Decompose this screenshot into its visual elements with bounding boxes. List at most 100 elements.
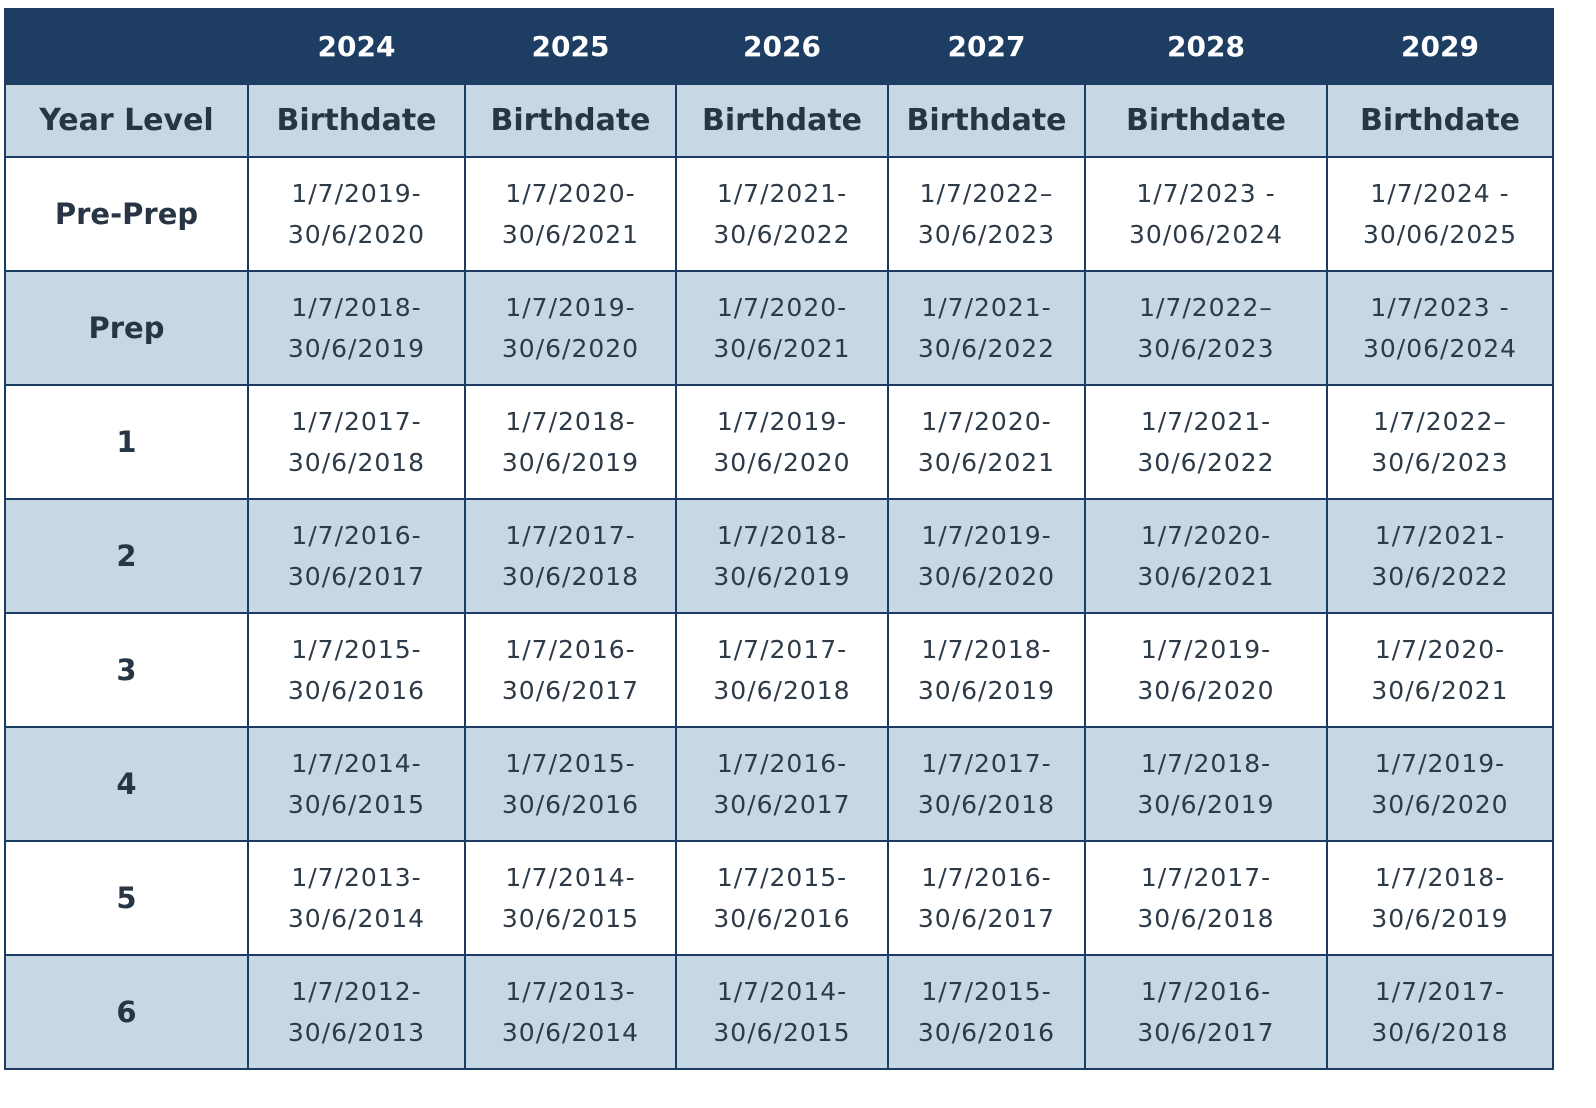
table-row: 3 1/7/2015- 30/6/2016 1/7/2016- 30/6/2017 1/7…: [4, 612, 1554, 728]
birthdate-range-cell: 1/7/2018- 30/6/2019: [464, 384, 677, 500]
range-start: 1/7/2019-: [716, 407, 848, 436]
birthdate-range-cell: 1/7/2014- 30/6/2015: [247, 726, 466, 842]
year-header-2027: 2027: [887, 8, 1086, 85]
birthdate-table: 2024 2025 2026 2027 2028 2029 Year Level…: [4, 8, 1554, 1070]
birthdate-range-cell: 1/7/2016- 30/6/2017: [1084, 954, 1328, 1070]
range-end: 30/6/2020: [713, 448, 851, 477]
year-level-cell: Prep: [4, 270, 249, 386]
range-end: 30/6/2016: [287, 676, 426, 705]
range-start: 1/7/2022–: [1373, 407, 1507, 436]
range-end: 30/06/2024: [1362, 334, 1518, 363]
birthdate-range-cell: 1/7/2019- 30/6/2020: [1084, 612, 1328, 728]
range-end: 30/6/2017: [501, 676, 640, 705]
birthdate-range-cell: 1/7/2023 - 30/06/2024: [1084, 156, 1328, 272]
birthdate-range-cell: 1/7/2014- 30/6/2015: [464, 840, 677, 956]
birthdate-range-cell: 1/7/2019- 30/6/2020: [247, 156, 466, 272]
birthdate-range-cell: 1/7/2013- 30/6/2014: [464, 954, 677, 1070]
range-start: 1/7/2015-: [716, 863, 848, 892]
range-end: 30/6/2023: [1371, 448, 1509, 477]
range-start: 1/7/2017-: [505, 521, 636, 550]
range-end: 30/6/2017: [917, 904, 1056, 933]
year-header-2024: 2024: [247, 8, 466, 85]
range-start: 1/7/2021-: [921, 293, 1052, 322]
birthdate-range-cell: 1/7/2020- 30/6/2021: [464, 156, 677, 272]
birthdate-range-cell: 1/7/2021- 30/6/2022: [1084, 384, 1328, 500]
range-start: 1/7/2020-: [1374, 635, 1506, 664]
range-end: 30/6/2013: [287, 1018, 426, 1047]
birthdate-range-cell: 1/7/2017- 30/6/2018: [1084, 840, 1328, 956]
birthdate-range-cell: 1/7/2020- 30/6/2021: [1084, 498, 1328, 614]
range-start: 1/7/2016-: [716, 749, 848, 778]
range-start: 1/7/2017-: [921, 749, 1052, 778]
range-end: 30/6/2019: [917, 676, 1056, 705]
range-end: 30/6/2017: [1137, 1018, 1275, 1047]
table-row: 4 1/7/2014- 30/6/2015 1/7/2015- 30/6/2016 1/7…: [4, 726, 1554, 842]
table-row: Pre-Prep 1/7/2019- 30/6/2020 1/7/2020- 30/6/…: [4, 156, 1554, 272]
table-row: Prep 1/7/2018- 30/6/2019 1/7/2019- 30/6/2020…: [4, 270, 1554, 386]
range-start: 1/7/2018-: [1140, 749, 1272, 778]
range-start: 1/7/2015-: [921, 977, 1052, 1006]
range-start: 1/7/2017-: [1140, 863, 1272, 892]
birthdate-range-cell: 1/7/2013- 30/6/2014: [247, 840, 466, 956]
table-row: 2 1/7/2016- 30/6/2017 1/7/2017- 30/6/2018 1/7…: [4, 498, 1554, 614]
year-level-cell: 3: [4, 612, 249, 728]
year-level-cell: 5: [4, 840, 249, 956]
range-start: 1/7/2012-: [291, 977, 422, 1006]
birthdate-range-cell: 1/7/2015- 30/6/2016: [675, 840, 889, 956]
range-end: 30/6/2019: [1371, 904, 1509, 933]
range-end: 30/6/2018: [917, 790, 1056, 819]
range-start: 1/7/2019-: [921, 521, 1052, 550]
birthdate-range-cell: 1/7/2020- 30/6/2021: [675, 270, 889, 386]
range-start: 1/7/2020-: [921, 407, 1052, 436]
birthdate-range-cell: 1/7/2015- 30/6/2016: [887, 954, 1086, 1070]
range-end: 30/6/2019: [501, 448, 640, 477]
birthdate-range-cell: 1/7/2017- 30/6/2018: [247, 384, 466, 500]
birthdate-range-cell: 1/7/2020- 30/6/2021: [1326, 612, 1554, 728]
range-start: 1/7/2020-: [1140, 521, 1272, 550]
column-label-row: Year Level Birthdate Birthdate Birthdate…: [4, 83, 1554, 158]
range-end: 30/6/2014: [287, 904, 426, 933]
range-end: 30/6/2014: [501, 1018, 640, 1047]
range-end: 30/6/2019: [287, 334, 426, 363]
birthdate-range-cell: 1/7/2022– 30/6/2023: [1084, 270, 1328, 386]
birthdate-range-cell: 1/7/2024 - 30/06/2025: [1326, 156, 1554, 272]
year-header-2028: 2028: [1084, 8, 1328, 85]
range-end: 30/06/2025: [1362, 220, 1518, 249]
range-start: 1/7/2014-: [505, 863, 636, 892]
range-end: 30/06/2024: [1128, 220, 1284, 249]
range-end: 30/6/2020: [287, 220, 426, 249]
range-start: 1/7/2013-: [505, 977, 636, 1006]
range-start: 1/7/2021-: [1374, 521, 1506, 550]
range-start: 1/7/2017-: [1374, 977, 1506, 1006]
range-end: 30/6/2021: [501, 220, 640, 249]
birthdate-range-cell: 1/7/2016- 30/6/2017: [247, 498, 466, 614]
birthdate-range-cell: 1/7/2018- 30/6/2019: [675, 498, 889, 614]
range-start: 1/7/2024 -: [1370, 179, 1510, 208]
range-end: 30/6/2020: [917, 562, 1056, 591]
range-start: 1/7/2019-: [1374, 749, 1506, 778]
range-end: 30/6/2020: [1371, 790, 1509, 819]
range-start: 1/7/2018-: [716, 521, 848, 550]
range-end: 30/6/2020: [501, 334, 640, 363]
range-end: 30/6/2023: [1137, 334, 1275, 363]
birthdate-label: Birthdate: [1326, 83, 1554, 158]
range-start: 1/7/2021-: [1140, 407, 1272, 436]
range-end: 30/6/2023: [917, 220, 1056, 249]
range-end: 30/6/2018: [713, 676, 851, 705]
range-start: 1/7/2016-: [921, 863, 1052, 892]
year-level-cell: 1: [4, 384, 249, 500]
range-end: 30/6/2022: [917, 334, 1056, 363]
birthdate-range-cell: 1/7/2016- 30/6/2017: [464, 612, 677, 728]
range-end: 30/6/2018: [1137, 904, 1275, 933]
year-header-2029: 2029: [1326, 8, 1554, 85]
birthdate-range-cell: 1/7/2017- 30/6/2018: [887, 726, 1086, 842]
range-start: 1/7/2021-: [716, 179, 848, 208]
birthdate-range-cell: 1/7/2019- 30/6/2020: [1326, 726, 1554, 842]
birthdate-range-cell: 1/7/2012- 30/6/2013: [247, 954, 466, 1070]
corner-cell: [4, 8, 249, 85]
range-end: 30/6/2015: [501, 904, 640, 933]
range-start: 1/7/2022–: [1139, 293, 1273, 322]
range-start: 1/7/2017-: [716, 635, 848, 664]
range-end: 30/6/2021: [713, 334, 851, 363]
birthdate-range-cell: 1/7/2021- 30/6/2022: [675, 156, 889, 272]
